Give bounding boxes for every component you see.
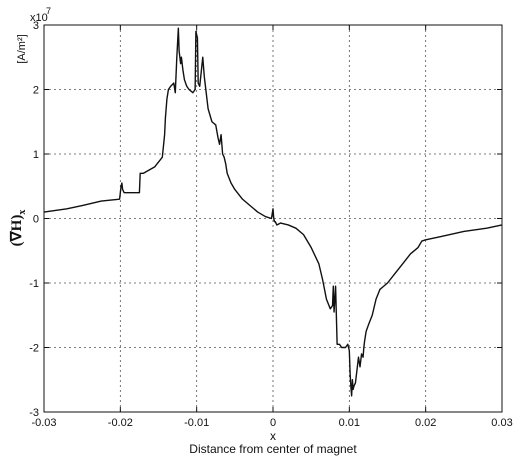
x-axis-sublabel: Distance from center of magnet [189,442,357,456]
tick-layer [43,24,503,413]
y-tick-label: 3 [33,20,39,32]
tick-label-layer: -0.03 -0.02 -0.01 0 0.01 0.02 0.03 -3 -2 -1 0 1 2 3 [29,20,512,429]
y-axis-label-subscript: x [17,210,28,215]
series-line [43,27,503,397]
y-axis-label: (∇H) [9,215,25,247]
y-tick-label: -3 [29,407,39,419]
y-exponent-power: 7 [46,6,51,16]
y-tick-label: 0 [33,214,39,226]
grid-layer [44,25,502,412]
y-axis-label-group: (∇H)x [9,210,28,247]
y-unit-label: [A/m²] [16,34,28,63]
x-tick-label: 0 [270,417,276,429]
x-axis-label: x [270,429,276,443]
y-tick-label: 1 [33,149,39,161]
y-tick-label: 2 [33,85,39,97]
svg-text:(∇H)x: (∇H)x [9,210,28,247]
plot-frame [43,24,503,413]
x-tick-label: 0.02 [415,417,436,429]
y-tick-label: -2 [29,343,39,355]
x-tick-label: -0.02 [108,417,133,429]
x-tick-label: 0.03 [491,417,512,429]
x-tick-label: -0.01 [184,417,209,429]
x-tick-label: -0.03 [31,417,56,429]
x-tick-label: 0.01 [339,417,360,429]
y-tick-label: -1 [29,278,39,290]
y-exponent-base: x10 [30,12,48,24]
